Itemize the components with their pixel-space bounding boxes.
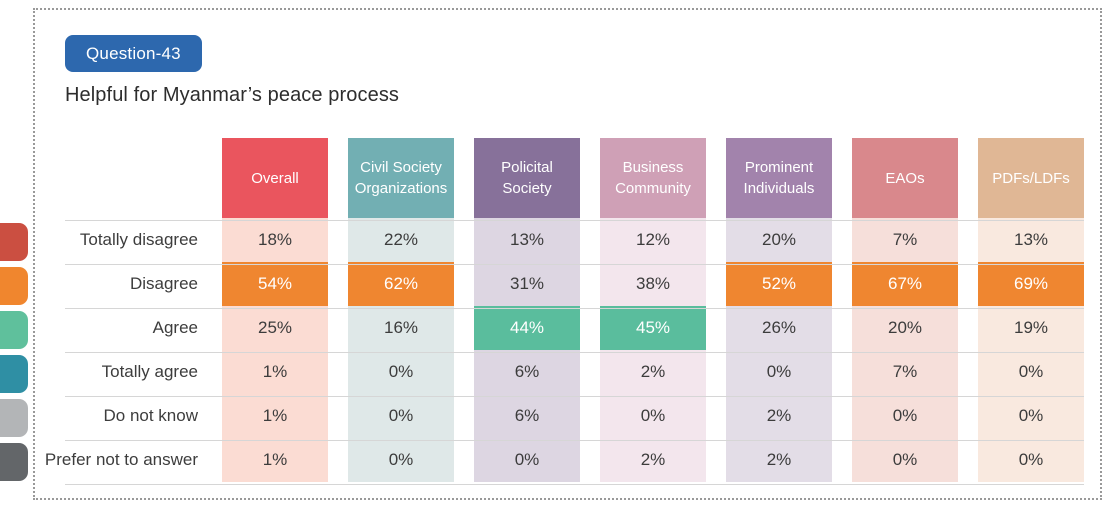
- column-header-pdfs-ldfs: PDFs/LDFs: [978, 138, 1084, 218]
- row-separator-line: [65, 352, 1084, 353]
- column-header-policital-society: Policital Society: [474, 138, 580, 218]
- dotted-border-frame: [33, 8, 1102, 500]
- cell-disagree-policital-society: 31%: [474, 262, 580, 306]
- cell-do-not-know-eaos: 0%: [852, 394, 958, 438]
- cell-disagree-pdfs-ldfs: 69%: [978, 262, 1084, 306]
- cell-do-not-know-civil-society-organizations: 0%: [348, 394, 454, 438]
- row-label-agree: Agree: [152, 318, 198, 337]
- row-separator-line: [65, 264, 1084, 265]
- cell-totally-agree-pdfs-ldfs: 0%: [978, 350, 1084, 394]
- column-header-eaos: EAOs: [852, 138, 958, 218]
- cell-disagree-business-community: 38%: [600, 262, 706, 306]
- row-separator-line: [65, 308, 1084, 309]
- cell-totally-disagree-prominent-individuals: 20%: [726, 218, 832, 262]
- cell-do-not-know-business-community: 0%: [600, 394, 706, 438]
- row-label-do-not-know: Do not know: [103, 406, 199, 425]
- cell-totally-agree-policital-society: 6%: [474, 350, 580, 394]
- legend-swatch-totally-agree: [0, 355, 28, 393]
- cell-totally-disagree-eaos: 7%: [852, 218, 958, 262]
- cell-totally-agree-civil-society-organizations: 0%: [348, 350, 454, 394]
- page-title: Helpful for Myanmar’s peace process: [65, 84, 400, 106]
- row-separator-line: [65, 440, 1084, 441]
- cell-totally-agree-overall: 1%: [222, 350, 328, 394]
- cell-prefer-not-to-answer-business-community: 2%: [600, 438, 706, 482]
- row-separator-line: [65, 484, 1084, 485]
- table-corner: [65, 138, 202, 218]
- cell-do-not-know-prominent-individuals: 2%: [726, 394, 832, 438]
- cell-totally-agree-eaos: 7%: [852, 350, 958, 394]
- row-separator-line: [65, 396, 1084, 397]
- cell-totally-disagree-policital-society: 13%: [474, 218, 580, 262]
- column-header-civil-society-organizations: Civil Society Organizations: [348, 138, 454, 218]
- cell-disagree-prominent-individuals: 52%: [726, 262, 832, 306]
- cell-disagree-eaos: 67%: [852, 262, 958, 306]
- cell-prefer-not-to-answer-overall: 1%: [222, 438, 328, 482]
- cell-disagree-civil-society-organizations: 62%: [348, 262, 454, 306]
- cell-totally-disagree-pdfs-ldfs: 13%: [978, 218, 1084, 262]
- cell-agree-business-community: 45%: [600, 306, 706, 350]
- cell-agree-eaos: 20%: [852, 306, 958, 350]
- column-header-prominent-individuals: Prominent Individuals: [726, 138, 832, 218]
- legend-swatch-disagree: [0, 267, 28, 305]
- results-table: Overall Civil Society Organizations Polici…: [44, 138, 1084, 485]
- column-header-business-community: Business Community: [600, 138, 706, 218]
- cell-prefer-not-to-answer-pdfs-ldfs: 0%: [978, 438, 1084, 482]
- row-label-totally-agree: Totally agree: [101, 362, 198, 381]
- cell-agree-policital-society: 44%: [474, 306, 580, 350]
- cell-agree-civil-society-organizations: 16%: [348, 306, 454, 350]
- cell-disagree-overall: 54%: [222, 262, 328, 306]
- legend-swatch-prefer-not-to-answer: [0, 443, 28, 481]
- cell-totally-agree-prominent-individuals: 0%: [726, 350, 832, 394]
- column-header-overall: Overall: [222, 138, 328, 218]
- cell-totally-agree-business-community: 2%: [600, 350, 706, 394]
- row-label-totally-disagree: Totally disagree: [79, 230, 198, 249]
- row-separator-line: [65, 220, 1084, 221]
- cell-do-not-know-overall: 1%: [222, 394, 328, 438]
- row-label-disagree: Disagree: [129, 274, 198, 293]
- question-badge: Question-43: [65, 35, 202, 72]
- cell-do-not-know-policital-society: 6%: [474, 394, 580, 438]
- cell-totally-disagree-business-community: 12%: [600, 218, 706, 262]
- cell-agree-pdfs-ldfs: 19%: [978, 306, 1084, 350]
- legend-swatch-totally-disagree: [0, 223, 28, 261]
- cell-do-not-know-pdfs-ldfs: 0%: [978, 394, 1084, 438]
- cell-totally-disagree-overall: 18%: [222, 218, 328, 262]
- cell-prefer-not-to-answer-civil-society-organizations: 0%: [348, 438, 454, 482]
- cell-prefer-not-to-answer-policital-society: 0%: [474, 438, 580, 482]
- cell-prefer-not-to-answer-eaos: 0%: [852, 438, 958, 482]
- legend-swatch-do-not-know: [0, 399, 28, 437]
- legend-swatch-agree: [0, 311, 28, 349]
- cell-agree-prominent-individuals: 26%: [726, 306, 832, 350]
- cell-agree-overall: 25%: [222, 306, 328, 350]
- row-label-prefer-not-to-answer: Prefer not to answer: [44, 450, 198, 469]
- cell-prefer-not-to-answer-prominent-individuals: 2%: [726, 438, 832, 482]
- cell-totally-disagree-civil-society-organizations: 22%: [348, 218, 454, 262]
